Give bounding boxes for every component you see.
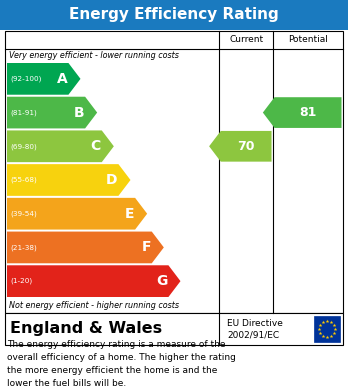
FancyBboxPatch shape	[314, 316, 340, 342]
Text: The energy efficiency rating is a measure of the
overall efficiency of a home. T: The energy efficiency rating is a measur…	[7, 340, 236, 388]
Bar	[5, 313, 343, 345]
Text: Not energy efficient - higher running costs: Not energy efficient - higher running co…	[9, 301, 179, 310]
Polygon shape	[209, 131, 271, 161]
Bar	[0, 0, 348, 30]
Text: (81-91): (81-91)	[10, 109, 37, 116]
Text: Current: Current	[229, 36, 263, 45]
Polygon shape	[7, 131, 114, 162]
Text: Very energy efficient - lower running costs: Very energy efficient - lower running co…	[9, 52, 179, 61]
Polygon shape	[7, 198, 147, 230]
Polygon shape	[263, 97, 341, 128]
Text: EU Directive
2002/91/EC: EU Directive 2002/91/EC	[227, 319, 283, 339]
Text: G: G	[156, 274, 167, 288]
Text: F: F	[141, 240, 151, 255]
Text: (55-68): (55-68)	[10, 177, 37, 183]
Text: (69-80): (69-80)	[10, 143, 37, 149]
Text: 81: 81	[299, 106, 317, 119]
Text: (39-54): (39-54)	[10, 210, 37, 217]
Text: Potential: Potential	[288, 36, 328, 45]
Text: (1-20): (1-20)	[10, 278, 32, 284]
Text: A: A	[57, 72, 68, 86]
Text: Energy Efficiency Rating: Energy Efficiency Rating	[69, 7, 279, 23]
Polygon shape	[7, 231, 164, 263]
Bar	[5, 31, 343, 313]
Text: C: C	[90, 139, 101, 153]
Text: B: B	[73, 106, 84, 120]
Text: (92-100): (92-100)	[10, 75, 41, 82]
Text: D: D	[106, 173, 117, 187]
Text: England & Wales: England & Wales	[10, 321, 162, 337]
Polygon shape	[7, 63, 80, 95]
Polygon shape	[7, 164, 130, 196]
Text: 70: 70	[237, 140, 255, 153]
Polygon shape	[7, 97, 97, 128]
Polygon shape	[7, 265, 181, 297]
Text: E: E	[125, 207, 134, 221]
Text: (21-38): (21-38)	[10, 244, 37, 251]
